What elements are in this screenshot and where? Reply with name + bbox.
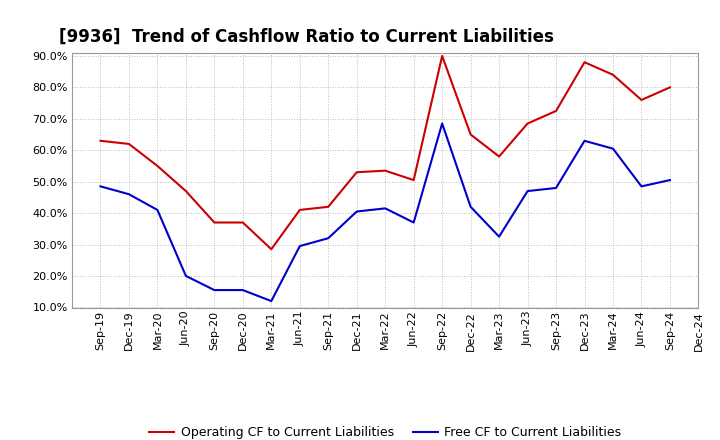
- Free CF to Current Liabilities: [181, 273, 190, 279]
- Operating CF to Current Liabilities: [238, 220, 247, 225]
- Operating CF to Current Liabilities: [495, 154, 503, 159]
- Operating CF to Current Liabilities: [125, 141, 133, 147]
- Free CF to Current Liabilities: [238, 287, 247, 293]
- Free CF to Current Liabilities: [467, 204, 475, 209]
- Operating CF to Current Liabilities: [608, 72, 617, 77]
- Operating CF to Current Liabilities: [467, 132, 475, 137]
- Operating CF to Current Liabilities: [552, 108, 560, 114]
- Operating CF to Current Liabilities: [295, 207, 304, 213]
- Operating CF to Current Liabilities: [324, 204, 333, 209]
- Free CF to Current Liabilities: [324, 235, 333, 241]
- Free CF to Current Liabilities: [665, 177, 674, 183]
- Free CF to Current Liabilities: [352, 209, 361, 214]
- Operating CF to Current Liabilities: [580, 59, 589, 65]
- Free CF to Current Liabilities: [381, 206, 390, 211]
- Operating CF to Current Liabilities: [410, 177, 418, 183]
- Free CF to Current Liabilities: [210, 287, 219, 293]
- Free CF to Current Liabilities: [96, 184, 105, 189]
- Operating CF to Current Liabilities: [96, 138, 105, 143]
- Free CF to Current Liabilities: [495, 234, 503, 239]
- Operating CF to Current Liabilities: [181, 188, 190, 194]
- Free CF to Current Liabilities: [410, 220, 418, 225]
- Free CF to Current Liabilities: [552, 185, 560, 191]
- Operating CF to Current Liabilities: [665, 85, 674, 90]
- Operating CF to Current Liabilities: [267, 246, 276, 252]
- Free CF to Current Liabilities: [637, 184, 646, 189]
- Operating CF to Current Liabilities: [438, 53, 446, 59]
- Operating CF to Current Liabilities: [381, 168, 390, 173]
- Free CF to Current Liabilities: [608, 146, 617, 151]
- Free CF to Current Liabilities: [580, 138, 589, 143]
- Legend: Operating CF to Current Liabilities, Free CF to Current Liabilities: Operating CF to Current Liabilities, Fre…: [145, 422, 626, 440]
- Free CF to Current Liabilities: [523, 188, 532, 194]
- Operating CF to Current Liabilities: [153, 163, 162, 169]
- Line: Operating CF to Current Liabilities: Operating CF to Current Liabilities: [101, 56, 670, 249]
- Free CF to Current Liabilities: [295, 243, 304, 249]
- Free CF to Current Liabilities: [153, 207, 162, 213]
- Line: Free CF to Current Liabilities: Free CF to Current Liabilities: [101, 124, 670, 301]
- Free CF to Current Liabilities: [125, 191, 133, 197]
- Operating CF to Current Liabilities: [210, 220, 219, 225]
- Text: [9936]  Trend of Cashflow Ratio to Current Liabilities: [9936] Trend of Cashflow Ratio to Curren…: [60, 28, 554, 46]
- Operating CF to Current Liabilities: [523, 121, 532, 126]
- Free CF to Current Liabilities: [267, 298, 276, 304]
- Operating CF to Current Liabilities: [352, 169, 361, 175]
- Free CF to Current Liabilities: [438, 121, 446, 126]
- Operating CF to Current Liabilities: [637, 97, 646, 103]
